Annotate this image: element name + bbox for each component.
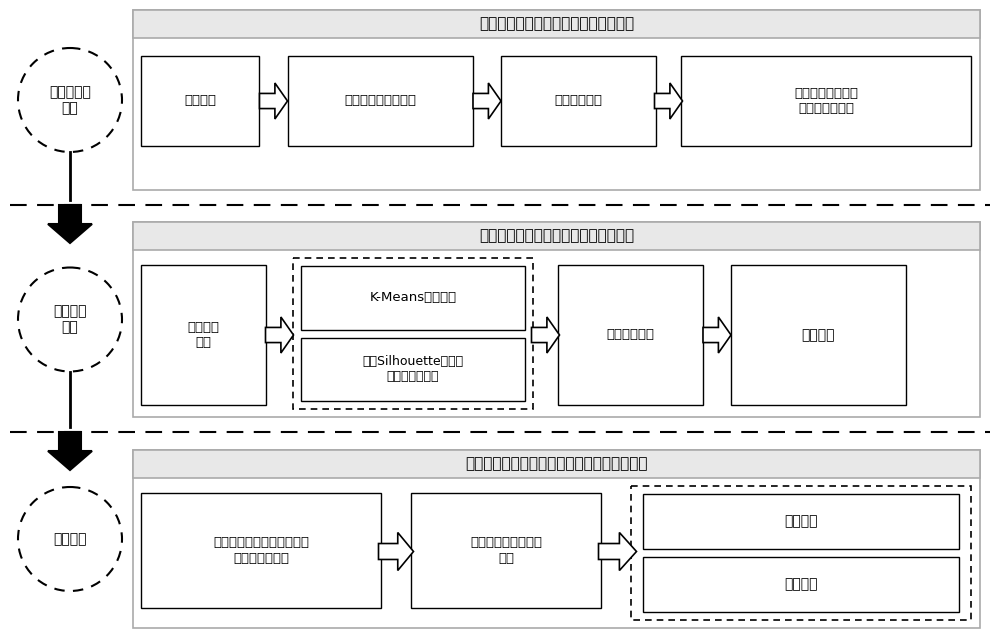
Bar (288, 56, 473, 146)
Polygon shape (260, 83, 288, 119)
Text: 数据聚类
分析: 数据聚类 分析 (53, 305, 87, 335)
Bar (293, 258, 533, 409)
Bar (133, 222, 980, 250)
Bar (411, 493, 601, 608)
Text: 城市交通运行指数的速度分布聚类分析: 城市交通运行指数的速度分布聚类分析 (479, 228, 634, 244)
Bar (141, 56, 259, 146)
Circle shape (18, 487, 122, 591)
Bar (643, 557, 959, 612)
Circle shape (18, 48, 122, 152)
Text: 模型建立: 模型建立 (53, 532, 87, 546)
Text: 拟合函数: 拟合函数 (784, 577, 818, 591)
Polygon shape (598, 532, 637, 570)
Bar (731, 265, 906, 405)
Polygon shape (48, 432, 92, 470)
Bar (141, 265, 266, 405)
Polygon shape (266, 317, 294, 353)
Bar (631, 486, 971, 620)
Bar (133, 10, 980, 190)
Text: 机动车油耗排放强度与交通
指数的关系模型: 机动车油耗排放强度与交通 指数的关系模型 (213, 537, 309, 565)
Bar (301, 266, 525, 329)
Circle shape (18, 268, 122, 371)
Polygon shape (48, 205, 92, 243)
Bar (133, 450, 980, 478)
Polygon shape (654, 83, 682, 119)
Text: 数据初步分析: 数据初步分析 (554, 95, 602, 107)
Bar (133, 450, 980, 628)
Polygon shape (378, 532, 414, 570)
Bar (501, 56, 656, 146)
Polygon shape (532, 317, 560, 353)
Bar (133, 222, 980, 417)
Bar (643, 494, 959, 549)
Bar (301, 338, 525, 401)
Bar (681, 56, 971, 146)
Bar (141, 493, 381, 608)
Text: K-Means聚类方法: K-Means聚类方法 (369, 291, 457, 304)
Text: 城市交通运行指数的速度分布特征分析: 城市交通运行指数的速度分布特征分析 (479, 17, 634, 32)
Text: 基于Silhouette测度的
最佳聚类数函数: 基于Silhouette测度的 最佳聚类数函数 (362, 356, 464, 384)
Text: 基于城市交通运行指数的排放测算及不确定性: 基于城市交通运行指数的排放测算及不确定性 (465, 457, 648, 471)
Bar (133, 10, 980, 38)
Text: 交通指数的速度分
布不确定性分析: 交通指数的速度分 布不确定性分析 (794, 87, 858, 115)
Text: 数据采集及
处理: 数据采集及 处理 (49, 85, 91, 115)
Text: 影响因素
分析: 影响因素 分析 (188, 321, 220, 349)
Text: 聚类评价指标: 聚类评价指标 (606, 329, 654, 342)
Text: 聚类方案: 聚类方案 (802, 328, 835, 342)
Polygon shape (703, 317, 731, 353)
Text: 排放测算及不确定性
分析: 排放测算及不确定性 分析 (470, 537, 542, 565)
Text: 数据质量控制及处理: 数据质量控制及处理 (344, 95, 416, 107)
Text: 关系曲线: 关系曲线 (784, 515, 818, 529)
Bar (558, 265, 703, 405)
Polygon shape (473, 83, 501, 119)
Text: 数据采集: 数据采集 (184, 95, 216, 107)
